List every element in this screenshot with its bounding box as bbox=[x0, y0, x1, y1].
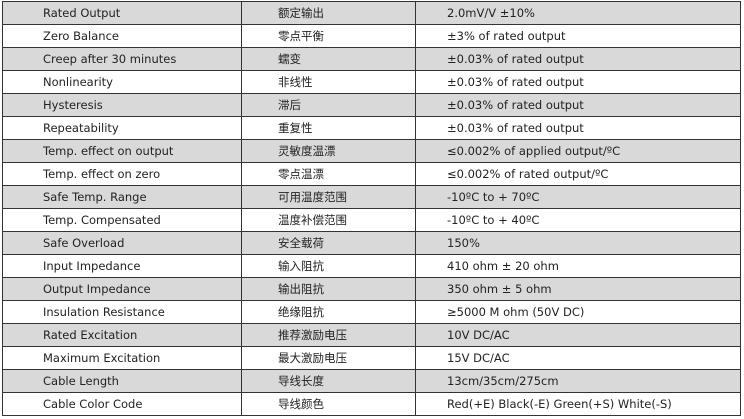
param-name-cn: 非线性 bbox=[241, 70, 416, 94]
param-name: Input Impedance bbox=[2, 254, 242, 278]
param-name-cn: 零点温漂 bbox=[241, 162, 416, 186]
param-name: Zero Balance bbox=[2, 24, 242, 48]
param-value: -10ºC to + 70ºC bbox=[415, 185, 741, 209]
table-row: Temp. effect on output 灵敏度温漂 ≤0.002% of ap… bbox=[2, 139, 741, 163]
param-name: Temp. effect on zero bbox=[2, 162, 242, 186]
param-name: Nonlinearity bbox=[2, 70, 242, 94]
param-value: 2.0mV/V ±10% bbox=[415, 1, 741, 25]
param-name-cn: 导线长度 bbox=[241, 369, 416, 393]
param-value: ±0.03% of rated output bbox=[415, 116, 741, 140]
param-name: Creep after 30 minutes bbox=[2, 47, 242, 71]
param-value: 410 ohm ± 20 ohm bbox=[415, 254, 741, 278]
param-value: Red(+E) Black(-E) Green(+S) White(-S) bbox=[415, 392, 741, 416]
param-value: 10V DC/AC bbox=[415, 323, 741, 347]
param-name: Cable Color Code bbox=[2, 392, 242, 416]
table-row: Temp. Compensated 温度补偿范围 -10ºC to + 40ºC bbox=[2, 208, 741, 232]
param-value: ≤0.002% of applied output/ºC bbox=[415, 139, 741, 163]
param-name: Cable Length bbox=[2, 369, 242, 393]
param-name-cn: 额定输出 bbox=[241, 1, 416, 25]
table-row: Insulation Resistance 绝缘阻抗 ≥5000 M ohm (50… bbox=[2, 300, 741, 324]
param-value: ±0.03% of rated output bbox=[415, 70, 741, 94]
param-name-cn: 可用温度范围 bbox=[241, 185, 416, 209]
param-name-cn: 重复性 bbox=[241, 116, 416, 140]
param-name: Temp. Compensated bbox=[2, 208, 242, 232]
param-name-cn: 绝缘阻抗 bbox=[241, 300, 416, 324]
param-value: ±0.03% of rated output bbox=[415, 47, 741, 71]
param-name-cn: 蠕变 bbox=[241, 47, 416, 71]
table-row: Output Impedance 输出阻抗 350 ohm ± 5 ohm bbox=[2, 277, 741, 301]
param-name: Rated Excitation bbox=[2, 323, 242, 347]
param-name-cn: 温度补偿范围 bbox=[241, 208, 416, 232]
param-name: Safe Temp. Range bbox=[2, 185, 242, 209]
table-row: Maximum Excitation 最大激励电压 15V DC/AC bbox=[2, 346, 741, 370]
param-name: Temp. effect on output bbox=[2, 139, 242, 163]
table-row: Safe Temp. Range 可用温度范围 -10ºC to + 70ºC bbox=[2, 185, 741, 209]
param-value: ±3% of rated output bbox=[415, 24, 741, 48]
param-name-cn: 导线颜色 bbox=[241, 392, 416, 416]
table-row: Hysteresis 滞后 ±0.03% of rated output bbox=[2, 93, 741, 117]
param-name-cn: 灵敏度温漂 bbox=[241, 139, 416, 163]
param-name: Output Impedance bbox=[2, 277, 242, 301]
param-name: Repeatability bbox=[2, 116, 242, 140]
table-row: Safe Overload 安全载荷 150% bbox=[2, 231, 741, 255]
param-name-cn: 输出阻抗 bbox=[241, 277, 416, 301]
table-row: Temp. effect on zero 零点温漂 ≤0.002% of rated… bbox=[2, 162, 741, 186]
param-name-cn: 最大激励电压 bbox=[241, 346, 416, 370]
table-row: Rated Excitation 推荐激励电压 10V DC/AC bbox=[2, 323, 741, 347]
param-value: ±0.03% of rated output bbox=[415, 93, 741, 117]
table-row: Zero Balance 零点平衡 ±3% of rated output bbox=[2, 24, 741, 48]
table-row: Nonlinearity 非线性 ±0.03% of rated output bbox=[2, 70, 741, 94]
param-value: 150% bbox=[415, 231, 741, 255]
param-name: Maximum Excitation bbox=[2, 346, 242, 370]
param-value: -10ºC to + 40ºC bbox=[415, 208, 741, 232]
param-value: 13cm/35cm/275cm bbox=[415, 369, 741, 393]
param-name: Safe Overload bbox=[2, 231, 242, 255]
param-name: Rated Output bbox=[2, 1, 242, 25]
param-value: 350 ohm ± 5 ohm bbox=[415, 277, 741, 301]
table-row: Cable Color Code 导线颜色 Red(+E) Black(-E) Gr… bbox=[2, 392, 741, 416]
param-name-cn: 推荐激励电压 bbox=[241, 323, 416, 347]
param-name-cn: 安全载荷 bbox=[241, 231, 416, 255]
table-row: Cable Length 导线长度 13cm/35cm/275cm bbox=[2, 369, 741, 393]
table-row: Creep after 30 minutes 蠕变 ±0.03% of rated … bbox=[2, 47, 741, 71]
param-value: ≤0.002% of rated output/ºC bbox=[415, 162, 741, 186]
table-row: Repeatability 重复性 ±0.03% of rated output bbox=[2, 116, 741, 140]
param-value: 15V DC/AC bbox=[415, 346, 741, 370]
table-row: Input Impedance 输入阻抗 410 ohm ± 20 ohm bbox=[2, 254, 741, 278]
table-row: Rated Output 额定输出 2.0mV/V ±10% bbox=[2, 1, 741, 25]
param-name-cn: 零点平衡 bbox=[241, 24, 416, 48]
param-name: Hysteresis bbox=[2, 93, 242, 117]
param-name-cn: 输入阻抗 bbox=[241, 254, 416, 278]
param-name-cn: 滞后 bbox=[241, 93, 416, 117]
param-name: Insulation Resistance bbox=[2, 300, 242, 324]
param-value: ≥5000 M ohm (50V DC) bbox=[415, 300, 741, 324]
